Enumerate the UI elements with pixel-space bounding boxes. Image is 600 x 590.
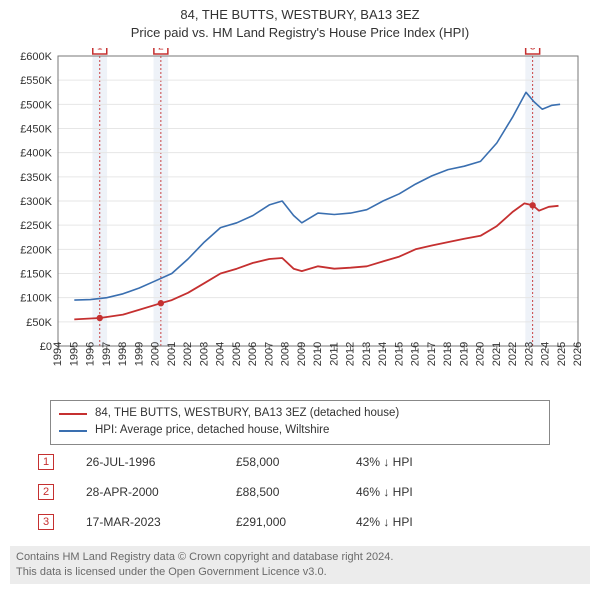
svg-text:2003: 2003: [198, 342, 210, 366]
svg-text:2018: 2018: [442, 342, 454, 366]
svg-text:1: 1: [97, 48, 103, 53]
tx-marker-2: 2: [38, 484, 54, 500]
svg-text:2013: 2013: [361, 342, 373, 366]
chart-title-block: 84, THE BUTTS, WESTBURY, BA13 3EZ Price …: [0, 0, 600, 41]
svg-text:£550K: £550K: [20, 75, 52, 87]
legend: 84, THE BUTTS, WESTBURY, BA13 3EZ (detac…: [50, 400, 550, 445]
tx-date: 17-MAR-2023: [86, 515, 236, 529]
svg-text:£0: £0: [40, 341, 52, 353]
svg-text:2001: 2001: [166, 342, 178, 366]
svg-text:2008: 2008: [280, 342, 292, 366]
tx-date: 28-APR-2000: [86, 485, 236, 499]
tx-delta: 43% ↓ HPI: [356, 455, 496, 469]
svg-text:2017: 2017: [426, 342, 438, 366]
svg-text:1995: 1995: [68, 342, 80, 366]
svg-text:2023: 2023: [523, 342, 535, 366]
svg-text:1997: 1997: [101, 342, 113, 366]
tx-marker-num: 2: [43, 486, 49, 498]
svg-text:2016: 2016: [410, 342, 422, 366]
tx-date: 26-JUL-1996: [86, 455, 236, 469]
transaction-table: 1 26-JUL-1996 £58,000 43% ↓ HPI 2 28-APR…: [38, 447, 558, 537]
svg-text:£150K: £150K: [20, 269, 52, 281]
svg-text:2: 2: [158, 48, 164, 53]
svg-text:£600K: £600K: [20, 51, 52, 63]
svg-text:1994: 1994: [52, 342, 64, 366]
legend-row: 84, THE BUTTS, WESTBURY, BA13 3EZ (detac…: [59, 405, 541, 422]
svg-text:2009: 2009: [296, 342, 308, 366]
chart-area: £0 £50K £100K £150K £200K £250K £300K £350K £400…: [10, 48, 590, 393]
svg-text:2002: 2002: [182, 342, 194, 366]
svg-text:2019: 2019: [458, 342, 470, 366]
svg-text:3: 3: [530, 48, 536, 53]
svg-text:2005: 2005: [231, 342, 243, 366]
footer-line1: Contains HM Land Registry data © Crown c…: [16, 550, 584, 565]
svg-text:2021: 2021: [491, 342, 503, 366]
table-row: 2 28-APR-2000 £88,500 46% ↓ HPI: [38, 477, 558, 507]
svg-text:£250K: £250K: [20, 220, 52, 232]
chart-title-address: 84, THE BUTTS, WESTBURY, BA13 3EZ: [0, 6, 600, 24]
legend-label-hpi: HPI: Average price, detached house, Wilt…: [95, 422, 329, 439]
svg-text:2015: 2015: [393, 342, 405, 366]
svg-text:£350K: £350K: [20, 172, 52, 184]
tx-delta: 46% ↓ HPI: [356, 485, 496, 499]
legend-label-price: 84, THE BUTTS, WESTBURY, BA13 3EZ (detac…: [95, 405, 399, 422]
svg-text:2025: 2025: [556, 342, 568, 366]
svg-text:2026: 2026: [572, 342, 584, 366]
chart-title-subtitle: Price paid vs. HM Land Registry's House …: [0, 24, 600, 42]
svg-text:2010: 2010: [312, 342, 324, 366]
svg-text:2004: 2004: [215, 342, 227, 366]
svg-text:2006: 2006: [247, 342, 259, 366]
tx-price: £291,000: [236, 515, 356, 529]
svg-text:2020: 2020: [475, 342, 487, 366]
svg-text:£100K: £100K: [20, 293, 52, 305]
svg-text:1996: 1996: [85, 342, 97, 366]
svg-text:1999: 1999: [133, 342, 145, 366]
svg-text:£200K: £200K: [20, 244, 52, 256]
table-row: 3 17-MAR-2023 £291,000 42% ↓ HPI: [38, 507, 558, 537]
legend-swatch-price: [59, 413, 87, 415]
svg-text:2014: 2014: [377, 342, 389, 366]
svg-text:2012: 2012: [345, 342, 357, 366]
footer-attribution: Contains HM Land Registry data © Crown c…: [10, 546, 590, 584]
tx-marker-3: 3: [38, 514, 54, 530]
svg-text:2022: 2022: [507, 342, 519, 366]
svg-text:£500K: £500K: [20, 99, 52, 111]
chart-svg: £0 £50K £100K £150K £200K £250K £300K £350K £400…: [10, 48, 590, 393]
svg-text:£400K: £400K: [20, 148, 52, 160]
tx-price: £88,500: [236, 485, 356, 499]
svg-text:£300K: £300K: [20, 196, 52, 208]
tx-price: £58,000: [236, 455, 356, 469]
tx-marker-num: 3: [43, 516, 49, 528]
tx-marker-num: 1: [43, 456, 49, 468]
footer-line2: This data is licensed under the Open Gov…: [16, 565, 584, 580]
svg-text:1998: 1998: [117, 342, 129, 366]
svg-text:2000: 2000: [150, 342, 162, 366]
legend-swatch-hpi: [59, 430, 87, 432]
svg-text:£450K: £450K: [20, 124, 52, 136]
tx-marker-1: 1: [38, 454, 54, 470]
table-row: 1 26-JUL-1996 £58,000 43% ↓ HPI: [38, 447, 558, 477]
svg-text:2024: 2024: [540, 342, 552, 366]
svg-text:2007: 2007: [263, 342, 275, 366]
svg-text:£50K: £50K: [26, 317, 52, 329]
tx-delta: 42% ↓ HPI: [356, 515, 496, 529]
legend-row: HPI: Average price, detached house, Wilt…: [59, 422, 541, 439]
svg-text:2011: 2011: [328, 342, 340, 366]
